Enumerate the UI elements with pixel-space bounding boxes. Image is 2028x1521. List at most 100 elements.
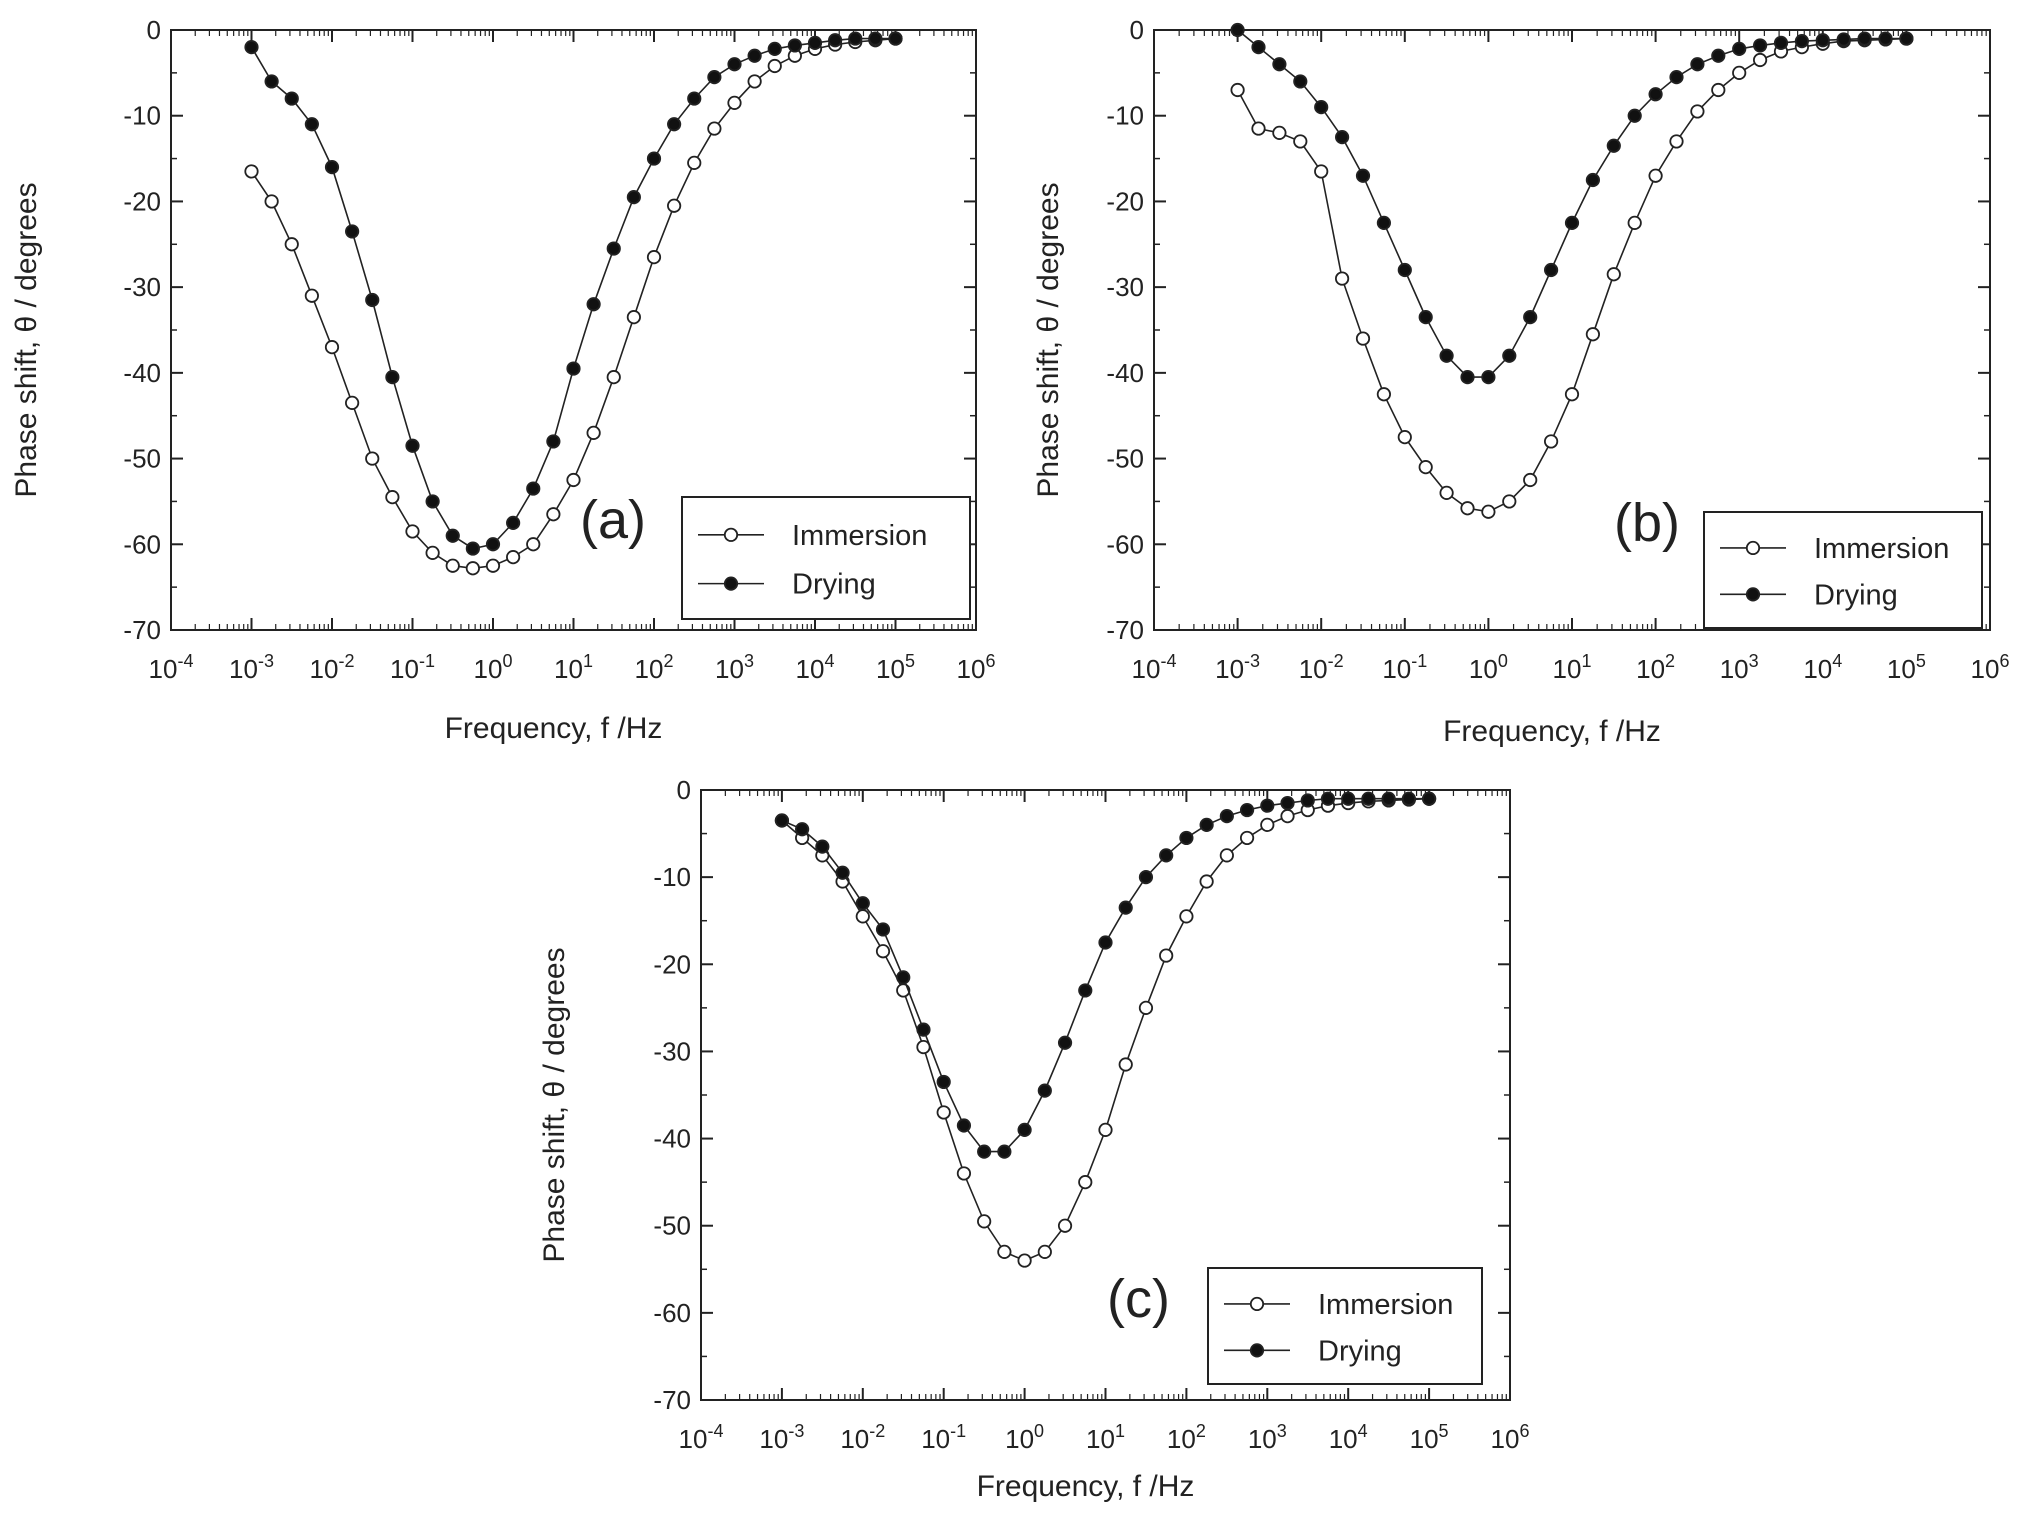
data-point-drying	[526, 481, 541, 496]
data-point-drying	[1017, 1122, 1032, 1137]
data-point-drying	[795, 822, 810, 837]
y-axis-title: Phase shift, θ / degrees	[538, 947, 571, 1262]
data-point-immersion	[1523, 472, 1538, 488]
x-axis-title: Frequency, f /Hz	[1443, 715, 1661, 748]
y-axis-title: Phase shift, θ / degrees	[1032, 182, 1065, 497]
x-tick-label: 10-2	[1299, 651, 1344, 684]
data-point-immersion	[1118, 1057, 1133, 1072]
data-point-drying	[546, 434, 561, 449]
data-point-immersion	[1648, 168, 1663, 183]
y-tick-label: 0	[1130, 15, 1144, 45]
data-point-drying	[1711, 48, 1726, 63]
data-point-immersion	[425, 545, 440, 560]
data-point-drying	[1815, 33, 1830, 48]
data-point-immersion	[626, 310, 641, 325]
y-tick-label: -40	[123, 358, 161, 388]
data-point-drying	[1314, 100, 1329, 115]
series-line-immersion	[250, 37, 896, 570]
data-point-drying	[1118, 900, 1133, 915]
data-point-drying	[1422, 791, 1437, 806]
data-point-drying	[1355, 168, 1371, 183]
x-tick-label: 100	[474, 651, 513, 684]
y-tick-label: -60	[653, 1298, 691, 1328]
data-point-immersion	[1418, 460, 1433, 475]
data-point-immersion	[1179, 909, 1194, 924]
data-point-drying	[385, 370, 400, 385]
data-point-drying	[787, 38, 802, 53]
data-point-drying	[485, 537, 501, 552]
data-point-immersion	[324, 340, 340, 355]
legend-marker	[1745, 540, 1761, 556]
data-point-immersion	[1199, 874, 1214, 889]
y-tick-label: -20	[1106, 186, 1144, 216]
data-point-immersion	[977, 1214, 992, 1229]
data-point-drying	[586, 297, 601, 312]
y-axis-title: Phase shift, θ / degrees	[10, 182, 43, 497]
data-point-immersion	[1293, 134, 1308, 149]
data-point-immersion	[1159, 948, 1174, 963]
data-point-drying	[888, 31, 903, 46]
data-point-immersion	[526, 537, 541, 552]
data-point-drying	[1794, 34, 1810, 49]
x-tick-label: 106	[1491, 1421, 1530, 1454]
data-point-drying	[956, 1118, 972, 1133]
y-tick-label: -70	[1106, 615, 1144, 645]
data-point-immersion	[1690, 104, 1705, 119]
legend-box	[1703, 511, 1983, 629]
x-tick-label: 106	[1971, 651, 2010, 684]
data-point-immersion	[1627, 215, 1642, 230]
data-point-drying	[1272, 57, 1287, 72]
data-point-immersion	[1376, 387, 1392, 402]
data-point-drying	[848, 31, 863, 46]
legend-label: Immersion	[1814, 533, 1949, 565]
y-tick-label: -50	[653, 1211, 691, 1241]
data-point-drying	[1648, 87, 1663, 102]
legend-marker	[1249, 1296, 1265, 1312]
x-tick-label: 106	[957, 651, 996, 684]
y-tick-label: -20	[653, 949, 691, 979]
data-point-drying	[807, 35, 823, 50]
x-tick-label: 100	[1005, 1421, 1044, 1454]
legend-box	[681, 496, 971, 620]
data-point-drying	[997, 1144, 1012, 1159]
y-tick-label: -60	[1106, 529, 1144, 559]
data-point-immersion	[1732, 65, 1747, 80]
data-point-drying	[626, 190, 641, 205]
data-point-drying	[1300, 793, 1315, 808]
data-point-immersion	[956, 1166, 972, 1181]
legend-marker	[1249, 1343, 1265, 1358]
data-point-drying	[1037, 1083, 1052, 1098]
y-tick-label: -70	[653, 1385, 691, 1415]
x-tick-label: 104	[796, 651, 835, 684]
data-point-immersion	[405, 524, 420, 539]
legend-marker	[1745, 587, 1761, 602]
data-point-immersion	[506, 550, 521, 565]
data-point-drying	[1401, 791, 1416, 806]
x-axis-title: Frequency, f /Hz	[445, 712, 663, 745]
y-tick-label: -70	[123, 615, 161, 645]
y-tick-label: -20	[123, 186, 161, 216]
x-tick-label: 10-3	[1215, 651, 1260, 684]
data-point-drying	[1585, 172, 1601, 188]
data-point-drying	[1690, 57, 1705, 72]
data-point-drying	[1753, 38, 1768, 53]
data-point-drying	[1564, 215, 1580, 230]
data-point-drying	[727, 57, 742, 72]
data-point-immersion	[1753, 52, 1768, 68]
data-point-drying	[1439, 348, 1454, 363]
data-point-drying	[1138, 870, 1154, 885]
data-point-immersion	[1098, 1122, 1113, 1137]
y-tick-label: -40	[1106, 358, 1144, 388]
data-point-drying	[1230, 22, 1245, 38]
data-point-drying	[1260, 798, 1275, 813]
legend-label: Drying	[1814, 579, 1898, 611]
y-tick-label: 0	[147, 15, 161, 45]
data-point-immersion	[244, 164, 259, 179]
x-tick-label: 103	[715, 651, 754, 684]
data-point-drying	[506, 515, 521, 530]
data-point-drying	[896, 970, 911, 985]
data-point-drying	[916, 1022, 931, 1037]
data-point-drying	[1773, 35, 1789, 50]
data-point-immersion	[1314, 164, 1329, 179]
data-point-drying	[774, 813, 790, 828]
